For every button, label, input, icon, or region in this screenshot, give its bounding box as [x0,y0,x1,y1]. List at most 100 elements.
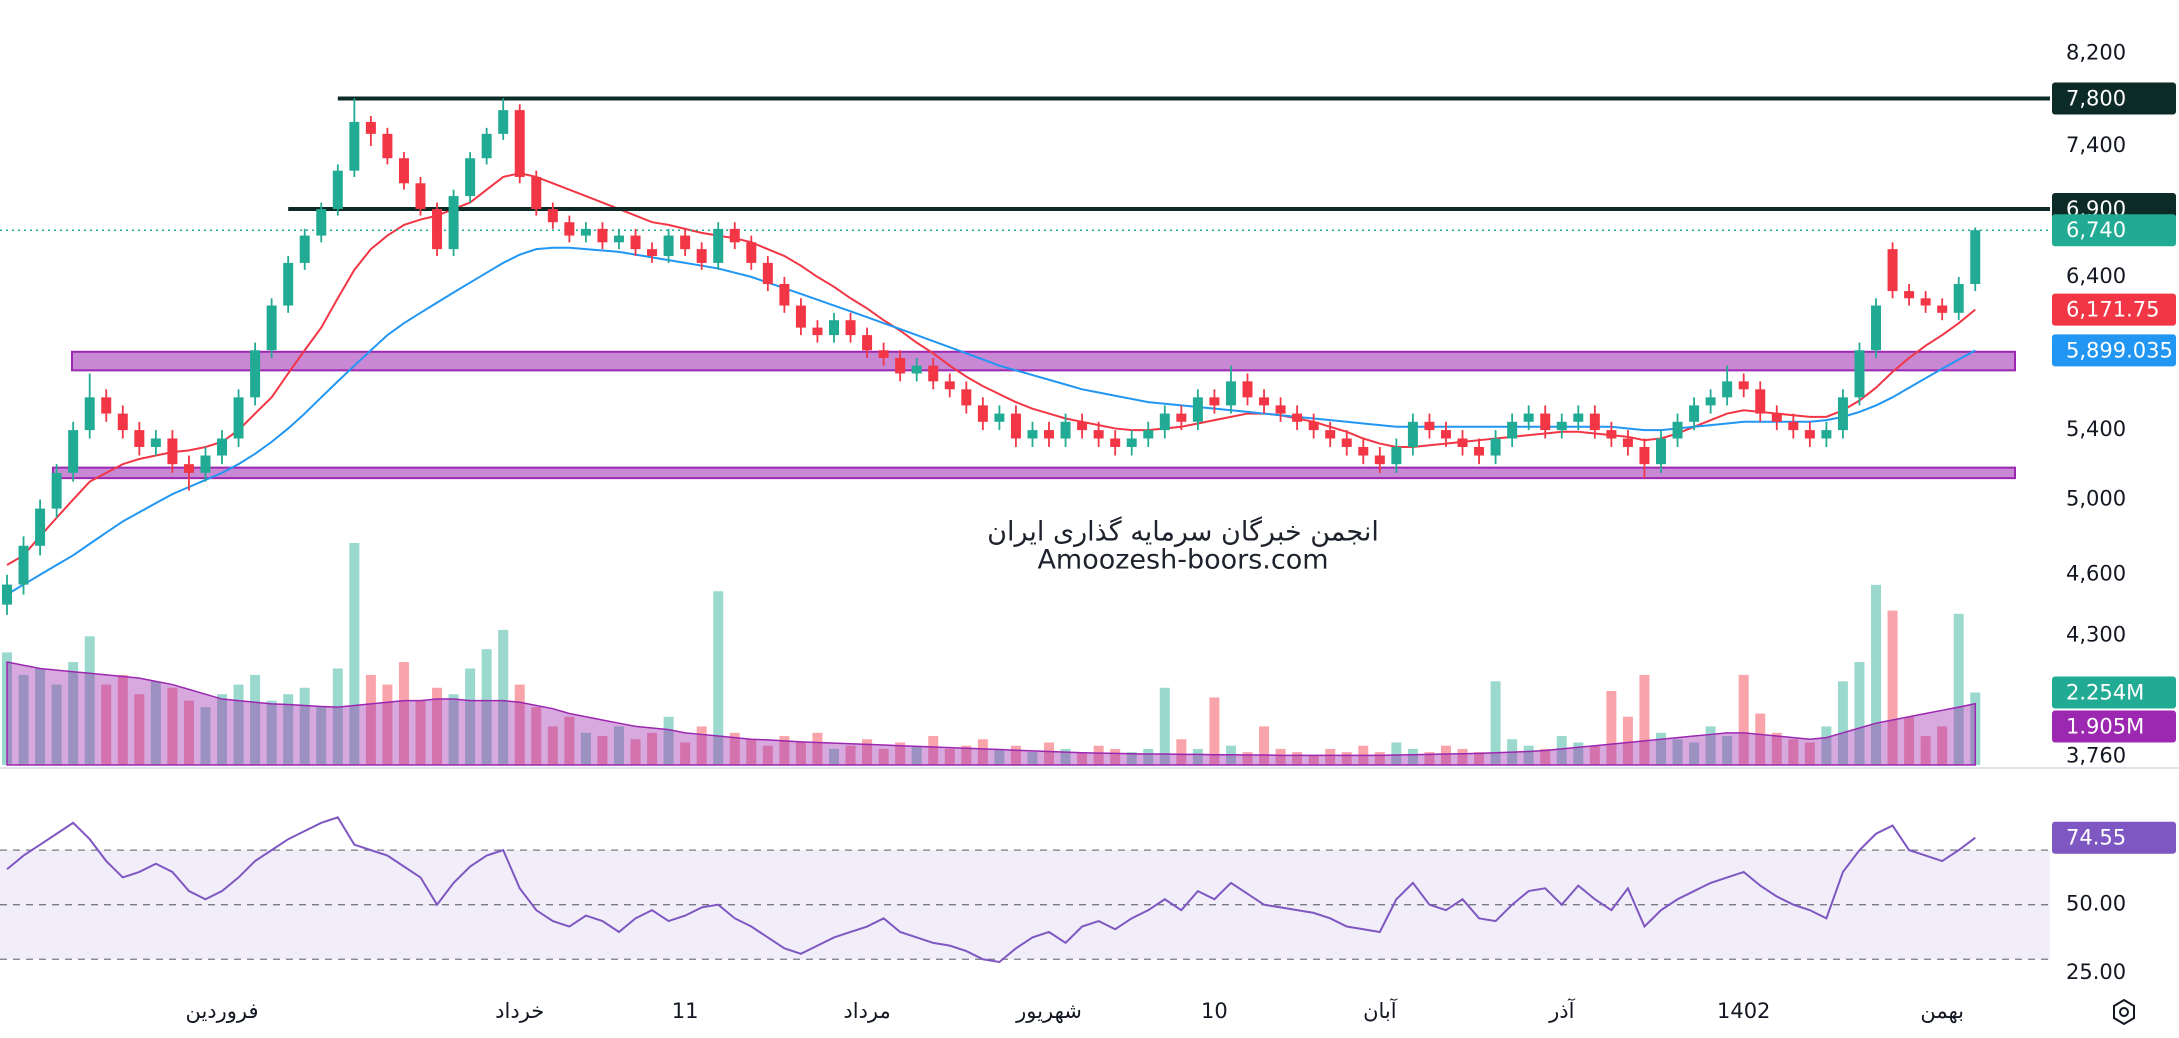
volume-bar [1159,687,1170,765]
ma-tag: 6,171.75 [2052,293,2176,326]
volume-bar [944,748,955,765]
candle-body [299,235,310,263]
candle-body [1523,413,1534,422]
volume-bar [432,687,443,765]
candle-body [696,249,707,263]
volume-bar [580,732,591,765]
candle-body [1275,405,1286,414]
candle-body [1341,438,1352,447]
volume-bar [150,681,161,765]
candle-body [1027,430,1038,439]
volume-bar [531,707,542,765]
volume-bar [498,629,509,765]
candle-body [117,413,128,431]
volume-bar [1804,742,1815,765]
candle-body [1457,438,1468,447]
volume-bar [564,716,575,765]
volume-bar [250,674,261,765]
volume-bar [1771,732,1782,765]
x-tick-label: شهریور [1015,999,1082,1023]
level-tag: 7,800 [2052,82,2176,115]
candle-body [829,320,839,336]
candle-body [580,228,591,236]
volume-bar [1391,742,1402,765]
volume-bar [845,745,856,765]
volume-bar [746,739,757,765]
volume-bar [167,687,178,765]
volume-tag-box [2052,676,2176,709]
volume-bar [597,736,608,765]
candle-body [316,209,327,236]
candle-body [961,389,972,406]
volume-bar [481,649,492,765]
volume-bar [613,726,624,765]
y-tick-label: 6,400 [2066,264,2126,288]
volume-bar [200,707,211,765]
volume-bar [398,662,409,765]
candle-body [1424,421,1435,431]
candle-body [1573,413,1584,422]
volume-bar [1887,610,1898,765]
candle-body [200,455,211,473]
moving-average-line [6,246,1976,596]
level-tag-text: 7,800 [2066,86,2126,110]
volume-bar [1755,713,1766,765]
volume-bar [1143,748,1154,765]
volume-bar [1937,726,1948,765]
volume-bar [1407,748,1418,765]
volume-bar [1259,726,1270,765]
candle-body [481,133,492,159]
candle-body [1854,350,1865,398]
candle-body [1192,397,1203,422]
volume-bar [779,736,790,765]
volume-bar [1440,745,1451,765]
candle-body [1440,430,1451,439]
volume-bar [1010,745,1021,765]
candle-body [18,545,29,585]
x-tick-label: مرداد [843,999,890,1023]
candle-body [498,110,509,134]
volume-bar [1093,745,1104,765]
volume-bar [35,668,46,765]
candle-body [68,430,79,473]
volume-bar [1788,739,1799,765]
volume-bar [1622,716,1633,765]
volume-bar [795,742,806,765]
volume-bar [1192,748,1203,765]
volume-bar [1275,748,1286,765]
y-tick-label: 4,600 [2066,562,2126,586]
candle-body [1209,397,1220,406]
rsi-tick-label: 25.00 [2066,960,2126,984]
candle-body [729,228,740,243]
candle-body [432,209,443,250]
volume-bar [382,684,393,765]
ma-tag-box [2052,334,2176,367]
candle-body [680,235,691,250]
settings-icon[interactable] [2113,998,2135,1026]
candle-body [1325,430,1336,439]
candle-body [1887,249,1898,292]
volume-ma-tag-box [2052,710,2176,743]
x-tick-label: آبان [1363,998,1398,1023]
volume-bar [647,732,658,765]
candle-body [382,133,393,159]
volume-bar [1639,674,1650,765]
candle-wick [188,455,190,491]
settings-icon-shape[interactable] [2113,998,2135,1026]
candle-body [1474,446,1485,456]
volume-ma-area [6,661,1977,766]
volume-bar [1556,736,1567,765]
candle-body [1672,421,1683,439]
candle-body [1656,438,1666,465]
y-tick-label: 7,400 [2066,133,2126,157]
volume-bar [713,591,724,765]
volume-bar [1540,748,1551,765]
volume-bar [415,700,426,765]
ma-tag-box [2052,293,2176,326]
ma-tag: 5,899.035 [2052,334,2176,367]
candle-body [1606,430,1617,439]
candle-body [84,397,95,431]
settings-icon-dot[interactable] [2119,1007,2129,1017]
candle-body [1159,413,1170,431]
candle-body [1225,381,1236,406]
